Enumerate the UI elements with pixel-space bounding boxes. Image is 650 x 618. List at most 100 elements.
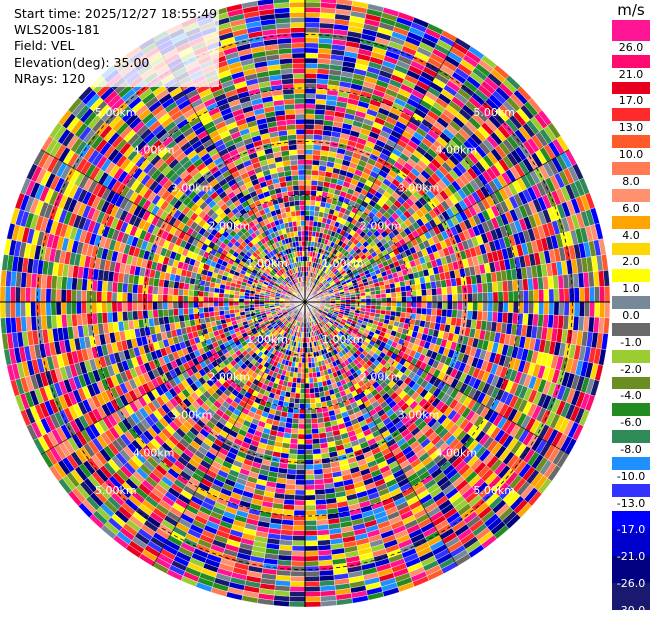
- velocity-gate: [310, 211, 315, 217]
- velocity-gate: [447, 302, 452, 310]
- velocity-gate: [315, 201, 321, 207]
- velocity-gate: [426, 289, 432, 296]
- velocity-gate: [283, 504, 294, 510]
- velocity-gate: [287, 469, 296, 475]
- velocity-gate: [312, 428, 319, 434]
- velocity-gate: [311, 418, 318, 424]
- velocity-gate: [305, 155, 313, 160]
- velocity-gate: [296, 464, 305, 469]
- velocity-gate: [457, 294, 462, 302]
- velocity-gate: [452, 286, 458, 294]
- velocity-gate: [305, 459, 314, 464]
- velocity-gate: [569, 302, 574, 316]
- velocity-gate: [467, 311, 473, 320]
- velocity-gate: [289, 596, 305, 602]
- velocity-gate: [305, 78, 317, 83]
- velocity-gate: [412, 296, 417, 302]
- velocity-gate: [594, 302, 599, 317]
- velocity-gate: [549, 289, 554, 302]
- velocity-gate: [313, 449, 321, 455]
- velocity-gate: [312, 165, 319, 171]
- velocity-gate: [297, 449, 305, 454]
- velocity-gate: [305, 409, 311, 414]
- velocity-gate: [305, 551, 318, 557]
- velocity-gate: [301, 383, 306, 388]
- velocity-gate: [295, 485, 305, 490]
- velocity-gate: [401, 307, 406, 313]
- velocity-gate: [305, 104, 315, 109]
- velocity-gate: [298, 424, 305, 429]
- velocity-gate: [406, 307, 412, 313]
- velocity-gate: [432, 295, 437, 302]
- velocity-gate: [457, 302, 462, 310]
- velocity-gate: [305, 500, 316, 505]
- velocity-gate: [300, 393, 305, 398]
- velocity-gate: [305, 109, 315, 114]
- velocity-gate: [437, 295, 442, 302]
- velocity-gate: [305, 368, 309, 373]
- velocity-gate: [366, 295, 371, 299]
- velocity-gate: [305, 480, 315, 485]
- velocity-gate: [305, 510, 316, 515]
- velocity-gate: [527, 278, 533, 290]
- velocity-gate: [401, 291, 406, 297]
- velocity-gate: [574, 288, 580, 302]
- velocity-gate: [605, 286, 611, 302]
- velocity-gate: [313, 150, 321, 156]
- velocity-gate: [305, 53, 318, 58]
- velocity-gate: [523, 290, 528, 302]
- velocity-gate: [292, 546, 305, 551]
- velocity-gate: [314, 469, 323, 475]
- velocity-gate: [298, 434, 305, 439]
- velocity-gate: [442, 287, 448, 295]
- velocity-gate: [305, 546, 318, 551]
- velocity-gate: [472, 311, 478, 320]
- velocity-gate: [305, 490, 315, 495]
- velocity-gate: [442, 302, 447, 309]
- velocity-gate: [317, 74, 329, 80]
- velocity-gate: [391, 297, 396, 302]
- velocity-gate: [292, 551, 305, 557]
- velocity-gate: [315, 104, 326, 110]
- velocity-gate: [315, 114, 325, 120]
- velocity-gate: [396, 307, 402, 312]
- velocity-gate: [313, 459, 322, 465]
- velocity-gate: [431, 309, 437, 316]
- velocity-gate: [305, 28, 319, 34]
- velocity-gate: [305, 63, 318, 68]
- velocity-gate: [305, 424, 312, 429]
- velocity-gate: [483, 292, 488, 302]
- velocity-gate: [290, 444, 298, 450]
- velocity-gate: [488, 302, 493, 312]
- velocity-gate: [503, 302, 508, 313]
- velocity-gate: [416, 284, 422, 291]
- velocity-gate: [308, 363, 312, 368]
- velocity-gate: [371, 302, 376, 306]
- velocity-gate: [305, 591, 320, 596]
- velocity-gate: [309, 368, 313, 373]
- velocity-gate: [533, 278, 539, 290]
- velocity-gate: [452, 310, 458, 318]
- velocity-gate: [295, 393, 300, 399]
- velocity-gate: [431, 288, 437, 295]
- velocity-gate: [309, 383, 314, 388]
- velocity-gate: [317, 181, 324, 187]
- velocity-gate: [533, 290, 538, 302]
- velocity-gate: [305, 536, 318, 541]
- velocity-gate: [305, 505, 316, 510]
- velocity-gate: [297, 444, 305, 449]
- velocity-gate: [317, 413, 324, 419]
- velocity-gate: [386, 293, 391, 298]
- velocity-gate: [488, 292, 493, 302]
- velocity-gate: [312, 367, 316, 373]
- velocity-gate: [421, 289, 427, 296]
- velocity-gate: [305, 231, 309, 236]
- velocity-gate: [477, 311, 483, 321]
- velocity-gate: [288, 464, 297, 470]
- velocity-gate: [599, 286, 605, 302]
- velocity-gate: [305, 449, 313, 454]
- velocity-gate: [594, 287, 599, 302]
- velocity-gate: [452, 294, 457, 302]
- velocity-gate: [305, 134, 314, 139]
- velocity-gate: [492, 282, 498, 292]
